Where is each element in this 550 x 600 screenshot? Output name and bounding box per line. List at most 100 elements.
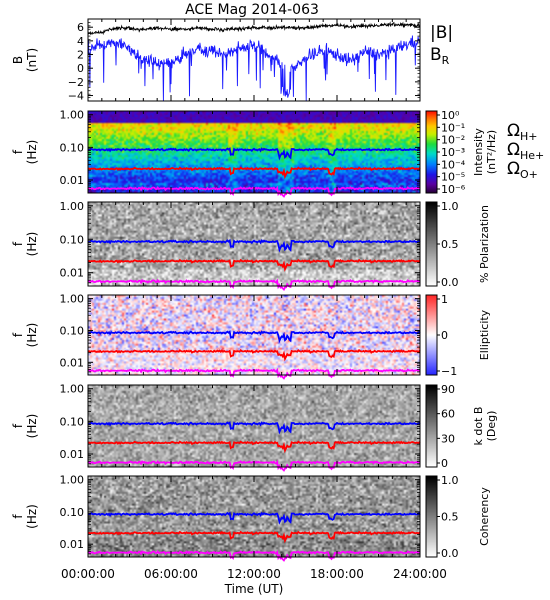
y-tick-label: 0.10 (60, 415, 85, 428)
legend-b-magnitude: |B| (430, 23, 453, 43)
colorbar-tick-label: 10⁻² (441, 134, 465, 147)
y-axis-label: f (11, 514, 25, 519)
y-tick-label: 0.01 (60, 174, 85, 187)
colorbar-intensity (426, 111, 437, 193)
colorbar-tick-label: 1 (441, 293, 448, 306)
y-tick-label: 6 (77, 21, 84, 34)
colorbar-kdotb (426, 385, 437, 467)
x-tick-label: 12:00:00 (227, 567, 281, 581)
colorbar-tick-label: −1 (441, 365, 457, 378)
y-axis-label: f (11, 423, 25, 428)
colorbar-tick-label: 0.5 (441, 511, 459, 524)
colorbar-tick-label: 0.0 (441, 276, 459, 289)
spectrogram-kdotb (88, 385, 420, 467)
x-tick-label: 06:00:00 (144, 567, 198, 581)
x-tick-label: 00:00:00 (61, 567, 115, 581)
colorbar-coherency (426, 476, 437, 557)
colorbar-tick-label: 90 (441, 383, 455, 396)
gyrofrequency-line-Ω_He+ (87, 166, 421, 180)
legend-b-r: BR (430, 45, 450, 67)
y-axis-unit: (Hz) (25, 504, 39, 529)
colorbar-label: Ellipticity (478, 309, 491, 360)
y-axis-unit: (Hz) (25, 140, 39, 165)
y-tick-label: 1.00 (60, 200, 85, 213)
gyrofrequency-line-Ω_He+ (87, 258, 421, 272)
x-axis-label: Time (UT) (224, 582, 284, 596)
colorbar-frame-kdotb (425, 384, 438, 468)
colorbar-tick-label: 10⁰ (441, 109, 460, 122)
y-axis-unit: (Hz) (25, 414, 39, 439)
colorbar-polarization (426, 202, 437, 286)
y-tick-label: 1.00 (60, 293, 85, 306)
x-tick-label: 18:00:00 (310, 567, 364, 581)
colorbar-label: % Polarization (478, 205, 491, 283)
y-tick-label: −2 (68, 76, 84, 89)
colorbar-label: Coherency (478, 487, 491, 546)
colorbar-tick-label: 1.0 (441, 200, 459, 213)
colorbar-tick-label: 0.5 (441, 238, 459, 251)
y-axis-label: f (11, 241, 25, 246)
series-line-b-r (87, 35, 421, 102)
colorbar-tick-label: 10⁻¹ (441, 121, 465, 134)
colorbar-tick-label: 60 (441, 408, 455, 421)
gyrofrequency-line-Ω_He+ (87, 530, 421, 544)
colorbar-tick-label: 30 (441, 432, 455, 445)
gyrofrequency-line-Ω_He+ (87, 349, 421, 362)
colorbar-tick-label: 10⁻³ (441, 146, 465, 159)
y-tick-label: 0.10 (60, 506, 85, 519)
y-tick-label: 0.10 (60, 141, 85, 154)
spectrogram-coherency (88, 476, 420, 557)
chart-title: ACE Mag 2014-063 (185, 2, 319, 18)
colorbar-label: k dot B (472, 407, 485, 446)
y-tick-label: 1.00 (60, 109, 85, 122)
y-tick-label: 0.01 (60, 538, 85, 551)
colorbar-tick-label: 0 (441, 457, 448, 470)
y-tick-label: 0.01 (60, 356, 85, 369)
y-tick-label: 2 (77, 49, 84, 62)
y-axis-unit: (nT) (25, 48, 39, 72)
spectrogram-intensity (88, 111, 420, 193)
colorbar-label: Intensity (472, 128, 485, 176)
gyrofrequency-line-Ω_H+ (87, 511, 421, 525)
series-line-b-magnitude (87, 21, 421, 36)
panel-frame-intensity (87, 110, 421, 194)
panel-frame-polarization (87, 201, 421, 287)
panel-frame-coherency (87, 475, 421, 558)
panel-frame-kdotb (87, 384, 421, 468)
colorbar-tick-label: 10⁻⁴ (441, 158, 466, 171)
spectrogram-ellipticity (88, 295, 420, 375)
colorbar-unit: (nT²/Hz) (485, 130, 498, 174)
gyrofrequency-line-Ω_H+ (87, 421, 421, 435)
panel-frame-field (87, 18, 421, 102)
gyrofrequency-line-Ω_He+ (87, 440, 421, 454)
legend-gyro-O+: ΩO+ (507, 159, 538, 181)
gyrofrequency-line-Ω_H+ (87, 238, 421, 253)
y-axis-label: f (11, 332, 25, 337)
y-tick-label: −4 (68, 90, 84, 103)
y-tick-label: 0.10 (60, 233, 85, 246)
x-tick-label: 24:00:00 (393, 567, 447, 581)
y-tick-label: 0 (77, 62, 84, 75)
y-axis-unit: (Hz) (25, 232, 39, 257)
y-axis-label: B (11, 56, 25, 64)
gyrofrequency-line-Ω_H+ (87, 330, 421, 344)
y-tick-label: 0.10 (60, 324, 85, 337)
colorbar-tick-label: 0.0 (441, 547, 459, 560)
y-axis-label: f (11, 149, 25, 154)
y-axis-unit: (Hz) (25, 323, 39, 348)
colorbar-tick-label: 10⁻⁶ (441, 183, 466, 196)
spectrogram-polarization (88, 202, 420, 286)
colorbar-unit: (Deg) (485, 411, 498, 442)
y-tick-label: 0.01 (60, 448, 85, 461)
y-tick-label: 4 (77, 35, 84, 48)
colorbar-tick-label: 1.0 (441, 474, 459, 487)
y-tick-label: 1.00 (60, 474, 85, 487)
gyrofrequency-line-Ω_H+ (87, 147, 421, 161)
y-tick-label: 1.00 (60, 383, 85, 396)
colorbar-ellipticity (426, 295, 437, 375)
panel-frame-ellipticity (87, 294, 421, 376)
colorbar-tick-label: 0 (441, 329, 448, 342)
y-tick-label: 0.01 (60, 267, 85, 280)
